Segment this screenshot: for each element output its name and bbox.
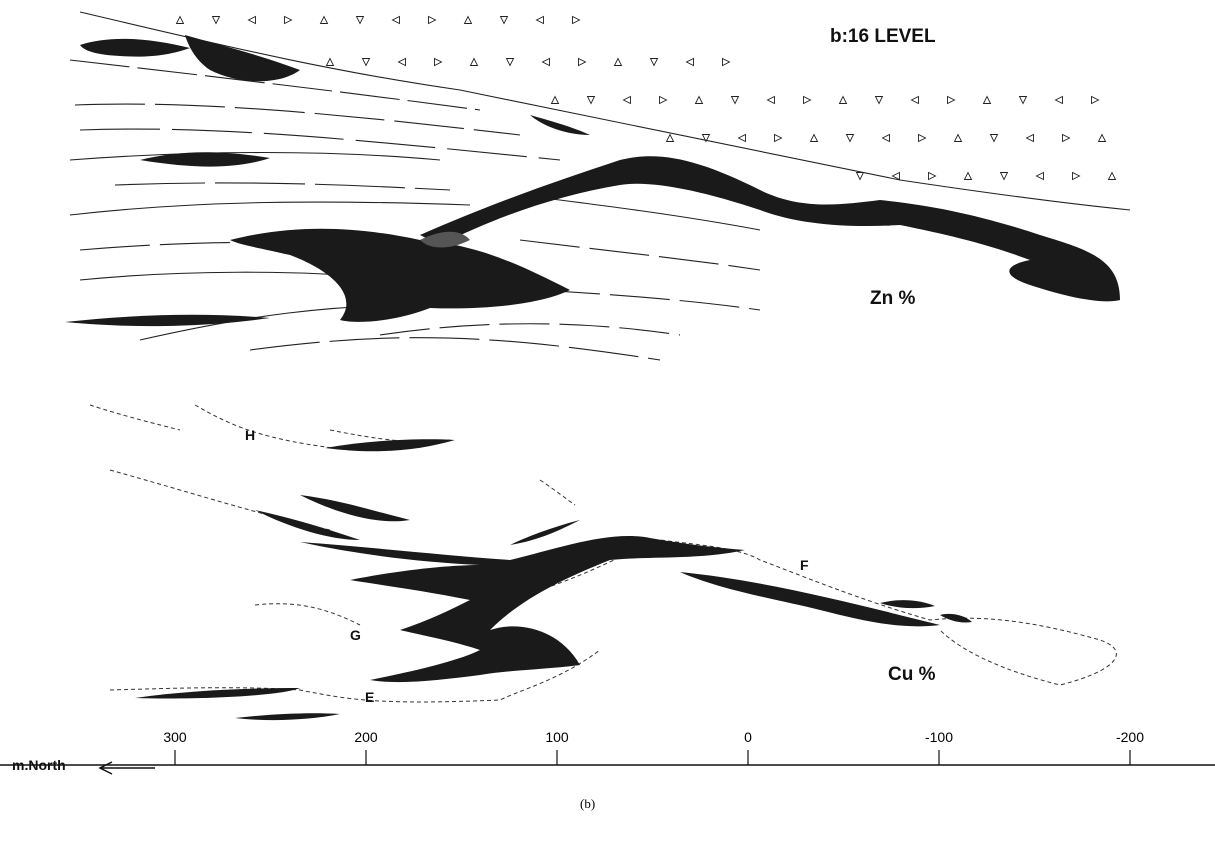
triangle-symbol — [284, 15, 293, 25]
triangle-symbol — [774, 133, 783, 143]
triangle-symbol — [391, 15, 400, 25]
scale-label: m.North — [12, 757, 66, 773]
triangle-symbol — [469, 57, 479, 66]
lower-section: H G E F Cu % — [89, 404, 1117, 721]
triangle-symbol — [766, 95, 775, 105]
triangle-symbol — [1091, 95, 1100, 105]
triangle-symbol — [982, 95, 992, 104]
triangle-symbol — [910, 95, 919, 105]
triangle-symbol — [247, 15, 256, 25]
triangle-symbol — [361, 58, 371, 67]
triangle-symbol — [1107, 171, 1117, 180]
scale-bar: m.North 300 200 100 0 -100 -200 — [0, 729, 1215, 775]
scale-tick-label: -100 — [925, 729, 953, 745]
triangle-symbol — [586, 96, 596, 105]
zone-label: F — [800, 557, 809, 573]
triangle-symbol — [737, 133, 746, 143]
triangle-symbol — [505, 58, 515, 67]
triangle-symbol — [694, 95, 704, 104]
lower-label: Cu % — [888, 664, 936, 685]
triangle-symbol — [803, 95, 812, 105]
triangle-symbol — [1018, 96, 1028, 105]
volcanic-symbols — [175, 15, 1117, 181]
triangle-symbol — [947, 95, 956, 105]
triangle-symbol — [1035, 171, 1044, 181]
zn-ore-bodies — [65, 35, 1120, 327]
triangle-symbol — [319, 15, 329, 24]
triangle-symbol — [701, 134, 711, 143]
triangle-symbol — [685, 57, 694, 67]
triangle-symbol — [874, 96, 884, 105]
triangle-symbol — [541, 57, 550, 67]
triangle-symbol — [550, 95, 560, 104]
triangle-symbol — [1097, 133, 1107, 142]
triangle-symbol — [1072, 171, 1081, 181]
triangle-symbol — [665, 133, 675, 142]
triangle-symbol — [211, 16, 221, 25]
triangle-symbol — [578, 57, 587, 67]
zone-label: H — [245, 427, 255, 443]
triangle-symbol — [428, 15, 437, 25]
upper-section: b:16 LEVEL Zn % — [65, 11, 1131, 361]
triangle-symbol — [891, 171, 900, 181]
triangle-symbol — [499, 16, 509, 25]
caption: (b) — [580, 796, 595, 811]
dashed-outlines — [89, 404, 1117, 703]
triangle-symbol — [434, 57, 443, 67]
triangle-symbol — [918, 133, 927, 143]
triangle-symbol — [355, 16, 365, 25]
triangle-symbol — [649, 58, 659, 67]
zone-label: E — [365, 689, 374, 705]
triangle-symbol — [953, 133, 963, 142]
triangle-symbol — [809, 133, 819, 142]
triangle-symbol — [1025, 133, 1034, 143]
scale-tick-label: 100 — [545, 729, 569, 745]
triangle-symbol — [1054, 95, 1063, 105]
triangle-symbol — [1062, 133, 1071, 143]
triangle-symbol — [838, 95, 848, 104]
title: b:16 LEVEL — [830, 26, 936, 47]
north-arrow — [98, 761, 155, 775]
triangle-symbol — [397, 57, 406, 67]
triangle-symbol — [572, 15, 581, 25]
scale-tick-label: 200 — [354, 729, 378, 745]
triangle-symbol — [845, 134, 855, 143]
cu-ore-bodies — [135, 439, 972, 721]
upper-label: Zn % — [870, 288, 915, 309]
triangle-symbol — [535, 15, 544, 25]
triangle-symbol — [463, 15, 473, 24]
zone-label: G — [350, 627, 361, 643]
triangle-symbol — [963, 171, 973, 180]
triangle-symbol — [659, 95, 668, 105]
scale-tick-label: 300 — [163, 729, 187, 745]
triangle-symbol — [989, 134, 999, 143]
triangle-symbol — [855, 172, 865, 181]
scale-tick-label: 0 — [744, 729, 752, 745]
triangle-symbol — [613, 57, 623, 66]
triangle-symbol — [730, 96, 740, 105]
triangle-symbol — [928, 171, 937, 181]
triangle-symbol — [622, 95, 631, 105]
triangle-symbol — [175, 15, 185, 24]
triangle-symbol — [325, 57, 335, 66]
scale-tick-label: -200 — [1116, 729, 1144, 745]
triangle-symbol — [881, 133, 890, 143]
triangle-symbol — [722, 57, 731, 67]
triangle-symbol — [999, 172, 1009, 181]
